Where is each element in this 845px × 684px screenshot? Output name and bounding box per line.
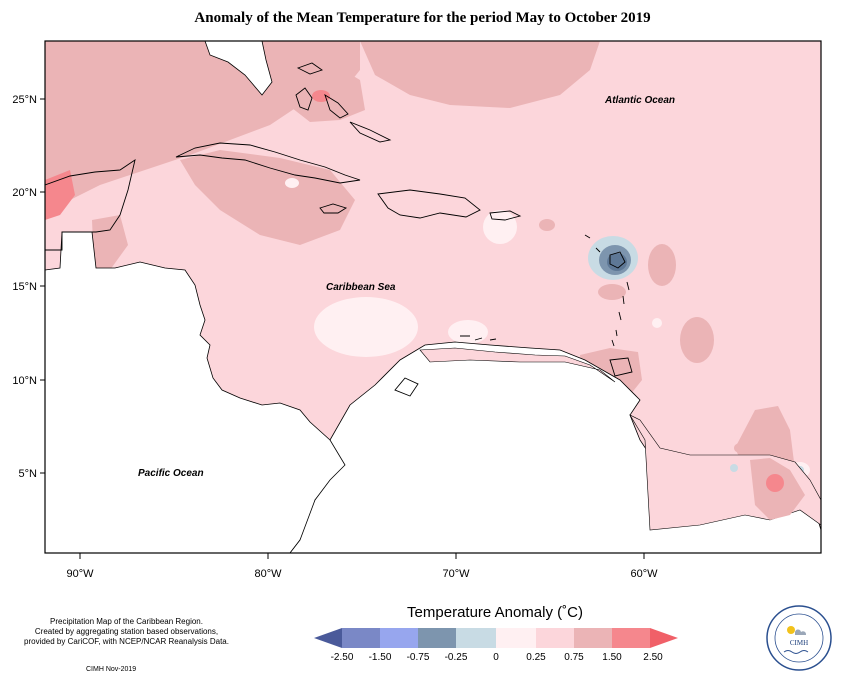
map-plot-area: [45, 41, 821, 553]
coast-bahamas-2: [324, 93, 349, 119]
legend-tick: 2.50: [643, 652, 663, 663]
anomaly-coast-guianas-cool: [730, 464, 738, 472]
coast-trinidad: [609, 357, 633, 377]
wave-icon: [783, 650, 809, 654]
label-atlantic-ocean: Atlantic Ocean: [604, 95, 675, 106]
coast-gulf-islands: [394, 377, 419, 397]
legend-swatch-5: [496, 628, 536, 648]
anomaly-zone-cuba-cool: [285, 178, 299, 188]
legend-tick: -2.50: [331, 652, 354, 663]
legend-swatch-highest: [650, 628, 678, 648]
map-frame: [44, 40, 822, 554]
lon-axis: 90°W 80°W 70°W 60°W: [66, 553, 658, 580]
legend-swatch-lowest: [314, 628, 342, 648]
credits-block: Precipitation Map of the Caribbean Regio…: [14, 617, 239, 647]
logo-text: CIMH: [790, 639, 808, 647]
legend-swatch-7: [574, 628, 612, 648]
coast-bahamas-4: [349, 121, 392, 143]
coast-abc-islands: [460, 335, 497, 341]
lat-tick-10n: 10°N: [12, 375, 37, 387]
coast-lesser-antilles: [584, 234, 630, 347]
coast-yucatan: [45, 158, 136, 251]
legend-swatch-6: [536, 628, 574, 648]
legend-swatch-8: [612, 628, 650, 648]
island-coastlines: [45, 62, 633, 397]
coast-bahamas-3: [296, 62, 323, 75]
lat-tick-5n: 5°N: [19, 468, 38, 480]
legend-tick: -0.75: [407, 652, 430, 663]
credits-line: provided by CariCOF, with NCEP/NCAR Rean…: [24, 637, 229, 646]
anomaly-zone-colombia-cool: [448, 320, 488, 344]
anomaly-zone-atlantic-north: [360, 41, 600, 108]
sun-icon: [787, 626, 795, 634]
land-florida: [204, 41, 273, 96]
lon-tick-90w: 90°W: [66, 568, 94, 580]
legend-tick: 0.25: [526, 652, 546, 663]
legend-tick: 0.75: [564, 652, 584, 663]
anomaly-zone-east-cool: [652, 318, 662, 328]
legend-tick: 0: [493, 652, 499, 663]
legend-title: Temperature Anomaly (˚C): [407, 604, 583, 621]
coast-jamaica: [319, 203, 348, 214]
lon-tick-80w: 80°W: [254, 568, 282, 580]
cloud-icon: [794, 629, 806, 635]
lat-tick-20n: 20°N: [12, 187, 37, 199]
label-caribbean-sea: Caribbean Sea: [326, 282, 396, 293]
anomaly-zone-virgin-isl: [539, 219, 555, 231]
anomaly-zone-central-cool: [314, 297, 418, 357]
anomaly-zone-puertorico-cool: [483, 210, 517, 244]
credits-line: Created by aggregating station based obs…: [34, 627, 219, 636]
anomaly-zone-cuba: [180, 150, 355, 245]
anomaly-coast-venezuela: [419, 347, 616, 383]
lat-tick-15n: 15°N: [12, 281, 37, 293]
lat-axis: 25°N 20°N 15°N 10°N 5°N: [12, 94, 45, 480]
coast-puertorico: [489, 210, 522, 221]
legend-tick: -0.25: [445, 652, 468, 663]
legend-swatch-1: [342, 628, 380, 648]
anomaly-coast-guianas-hot: [766, 474, 784, 492]
cimh-logo: CIMH: [766, 605, 832, 671]
credits-line: Precipitation Map of the Caribbean Regio…: [50, 617, 203, 626]
lat-tick-25n: 25°N: [12, 94, 37, 106]
map-title: Anomaly of the Mean Temperature for the …: [194, 10, 651, 26]
coast-cuba: [175, 142, 361, 184]
anomaly-zone-bahamas-hot: [312, 90, 330, 102]
anomaly-zone-warm-northwest: [45, 41, 360, 205]
anomaly-zone-guiana-warm-e: [734, 443, 746, 453]
anomaly-zone-east-c: [680, 317, 714, 363]
credits-date: CIMH Nov-2019: [86, 666, 137, 673]
legend-tick: -1.50: [369, 652, 392, 663]
anomaly-zone-guadeloupe-3: [607, 253, 627, 271]
anomaly-zone-belize: [92, 215, 128, 270]
coast-guadeloupe: [609, 251, 626, 269]
legend-colorbar: -2.50 -1.50 -0.75 -0.25 0 0.25 0.75 1.50…: [314, 628, 678, 663]
legend-tick: 1.50: [602, 652, 622, 663]
legend-swatch-3: [418, 628, 456, 648]
legend-swatch-4: [456, 628, 496, 648]
coast-hispaniola: [377, 189, 481, 219]
label-pacific-ocean: Pacific Ocean: [138, 468, 204, 479]
legend-swatch-2: [380, 628, 418, 648]
lon-tick-70w: 70°W: [442, 568, 470, 580]
anomaly-zone-east-a: [648, 244, 676, 286]
coast-bahamas-1: [295, 87, 313, 111]
anomaly-zone-east-b: [598, 284, 626, 300]
lon-tick-60w: 60°W: [630, 568, 658, 580]
